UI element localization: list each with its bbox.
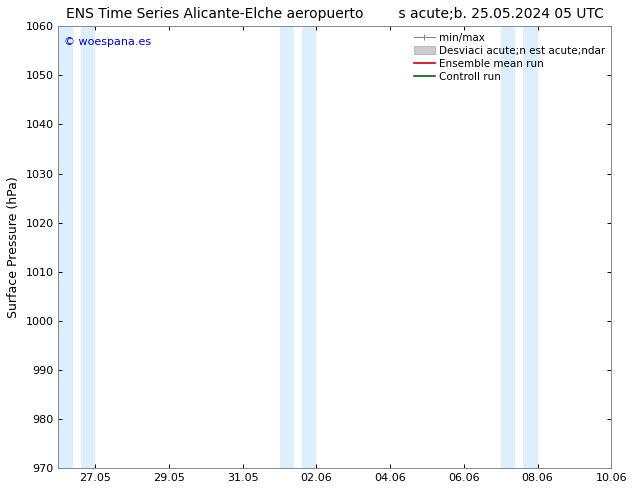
Bar (58, 26, 73, 468)
Legend: min/max, Desviaci acute;n est acute;ndar, Ensemble mean run, Controll run: min/max, Desviaci acute;n est acute;ndar… (410, 28, 609, 86)
Text: © woespana.es: © woespana.es (64, 37, 151, 48)
Title: ENS Time Series Alicante-Elche aeropuerto        s acute;b. 25.05.2024 05 UTC: ENS Time Series Alicante-Elche aeropuert… (66, 7, 604, 21)
Y-axis label: Surface Pressure (hPa): Surface Pressure (hPa) (7, 176, 20, 318)
Bar (523, 26, 538, 468)
Bar (81, 26, 95, 468)
Bar (302, 26, 316, 468)
Bar (280, 26, 294, 468)
Bar (501, 26, 515, 468)
